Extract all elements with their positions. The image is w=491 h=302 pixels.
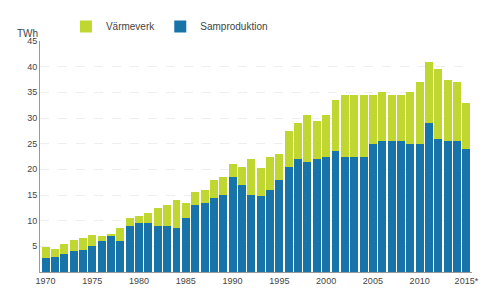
svg-text:2005: 2005 bbox=[363, 276, 383, 286]
svg-text:45: 45 bbox=[27, 36, 37, 46]
svg-text:25: 25 bbox=[27, 139, 37, 149]
svg-text:1980: 1980 bbox=[129, 276, 149, 286]
svg-text:30: 30 bbox=[27, 113, 37, 123]
svg-text:2010: 2010 bbox=[410, 276, 430, 286]
svg-text:15: 15 bbox=[27, 190, 37, 200]
svg-text:2015*: 2015* bbox=[455, 276, 479, 286]
svg-text:10: 10 bbox=[27, 216, 37, 226]
svg-text:Värmeverk: Värmeverk bbox=[106, 21, 155, 32]
svg-text:Samproduktion: Samproduktion bbox=[200, 21, 267, 32]
svg-text:35: 35 bbox=[27, 87, 37, 97]
svg-text:20: 20 bbox=[27, 164, 37, 174]
svg-text:40: 40 bbox=[27, 62, 37, 72]
svg-text:1995: 1995 bbox=[269, 276, 289, 286]
svg-text:2000: 2000 bbox=[316, 276, 336, 286]
svg-text:1975: 1975 bbox=[82, 276, 102, 286]
svg-text:1985: 1985 bbox=[176, 276, 196, 286]
svg-text:1970: 1970 bbox=[36, 276, 56, 286]
svg-text:5: 5 bbox=[32, 241, 37, 251]
svg-text:1990: 1990 bbox=[223, 276, 243, 286]
svg-text:TWh: TWh bbox=[17, 28, 38, 39]
